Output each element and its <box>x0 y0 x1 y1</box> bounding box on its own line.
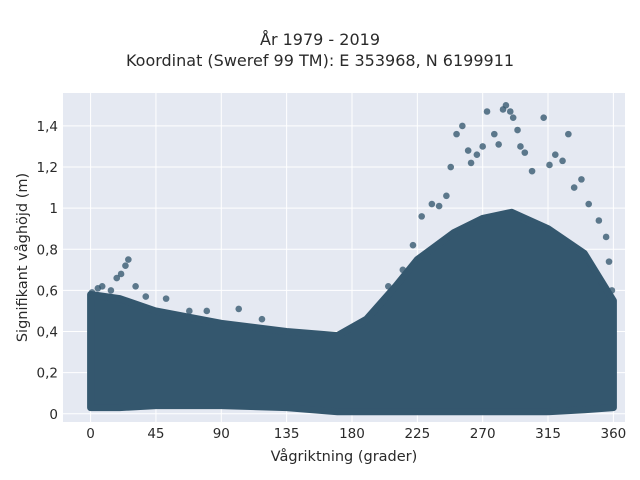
scatter-point <box>113 274 121 282</box>
scatter-point <box>235 305 243 313</box>
scatter-point <box>495 141 502 148</box>
scatter-point <box>447 163 455 171</box>
y-axis-label: Signifikant våghöjd (m) <box>14 173 31 342</box>
x-tick-label: 315 <box>535 426 561 442</box>
scatter-point <box>605 258 613 265</box>
scatter-point <box>521 149 529 156</box>
y-tick-label: 1,2 <box>37 160 58 176</box>
scatter-point <box>435 202 443 210</box>
x-axis-label: Vågriktning (grader) <box>271 448 418 465</box>
scatter-point <box>514 126 521 134</box>
scatter-point <box>546 161 553 169</box>
x-tick-label: 90 <box>213 426 230 442</box>
scatter-point <box>258 315 266 323</box>
scatter-point <box>559 157 566 165</box>
scatter-point <box>467 159 475 167</box>
scatter-point <box>483 108 491 115</box>
scatter-point <box>88 289 96 296</box>
x-tick-label: 225 <box>404 426 430 442</box>
chart-subtitle: Koordinat (Sweref 99 TM): E 353968, N 61… <box>125 51 515 70</box>
scatter-point <box>578 176 585 183</box>
scatter-point <box>459 122 466 130</box>
scatter-point <box>203 307 211 315</box>
scatter-point <box>570 184 578 191</box>
scatter-point <box>479 143 486 150</box>
scatter-point <box>608 287 616 294</box>
point-cloud-area <box>87 208 617 416</box>
scatter-point <box>585 200 592 208</box>
x-tick-label: 45 <box>147 426 164 442</box>
y-tick-label: 0,6 <box>37 283 58 299</box>
scatter-point <box>428 200 436 208</box>
scatter-point <box>117 270 125 278</box>
y-tick-label: 0 <box>49 407 58 423</box>
scatter-point <box>162 295 170 302</box>
y-tick-label: 0,2 <box>37 366 58 382</box>
scatter-point <box>565 130 572 138</box>
scatter-point <box>384 282 392 290</box>
scatter-point <box>540 114 547 121</box>
scatter-point <box>551 151 559 158</box>
scatter-point <box>464 147 472 154</box>
scatter-point <box>98 282 106 290</box>
scatter-point <box>491 130 498 138</box>
scatter-point <box>453 130 460 138</box>
x-tick-label: 180 <box>339 426 365 442</box>
scatter-point <box>125 256 132 263</box>
outlier-points <box>88 102 616 323</box>
y-tick-labels: 0 0,2 0,4 0,6 0,8 1 1,2 1,4 <box>37 119 58 423</box>
x-tick-labels: 0 45 90 135 180 225 270 315 360 <box>86 426 626 442</box>
y-tick-label: 1 <box>49 201 58 217</box>
scatter-point <box>528 167 536 175</box>
y-tick-label: 1,4 <box>37 119 58 135</box>
y-tick-label: 0,4 <box>37 325 58 341</box>
scatter-point <box>399 266 407 274</box>
chart-title: År 1979 - 2019 <box>260 30 380 49</box>
scatter-point <box>509 114 517 121</box>
scatter-point <box>506 108 514 115</box>
x-tick-label: 270 <box>470 426 496 442</box>
scatter-point <box>443 192 450 200</box>
scatter-point <box>122 262 129 270</box>
scatter-point <box>132 282 139 290</box>
scatter-point <box>473 151 481 158</box>
scatter-point <box>418 213 425 220</box>
x-tick-label: 135 <box>274 426 300 442</box>
y-tick-label: 0,8 <box>37 242 58 258</box>
scatter-point <box>409 241 417 249</box>
scatter-point <box>517 143 524 150</box>
scatter-point <box>142 293 150 300</box>
x-tick-label: 0 <box>86 426 95 442</box>
scatter-point <box>595 217 603 224</box>
x-tick-label: 360 <box>600 426 626 442</box>
scatter-point <box>502 102 510 109</box>
scatter-point <box>602 233 610 241</box>
scatter-point <box>186 307 193 315</box>
scatter-point <box>107 287 115 294</box>
point-cloud <box>87 208 617 416</box>
